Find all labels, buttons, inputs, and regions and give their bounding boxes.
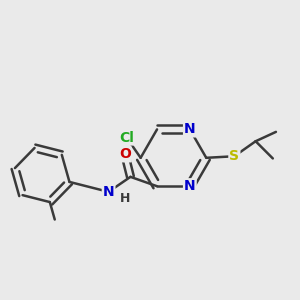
Text: S: S bbox=[230, 149, 239, 163]
Text: Cl: Cl bbox=[119, 130, 134, 145]
Text: O: O bbox=[119, 147, 131, 161]
Text: N: N bbox=[103, 185, 114, 199]
Text: N: N bbox=[184, 179, 196, 193]
Text: N: N bbox=[184, 122, 196, 136]
Text: H: H bbox=[120, 192, 130, 205]
